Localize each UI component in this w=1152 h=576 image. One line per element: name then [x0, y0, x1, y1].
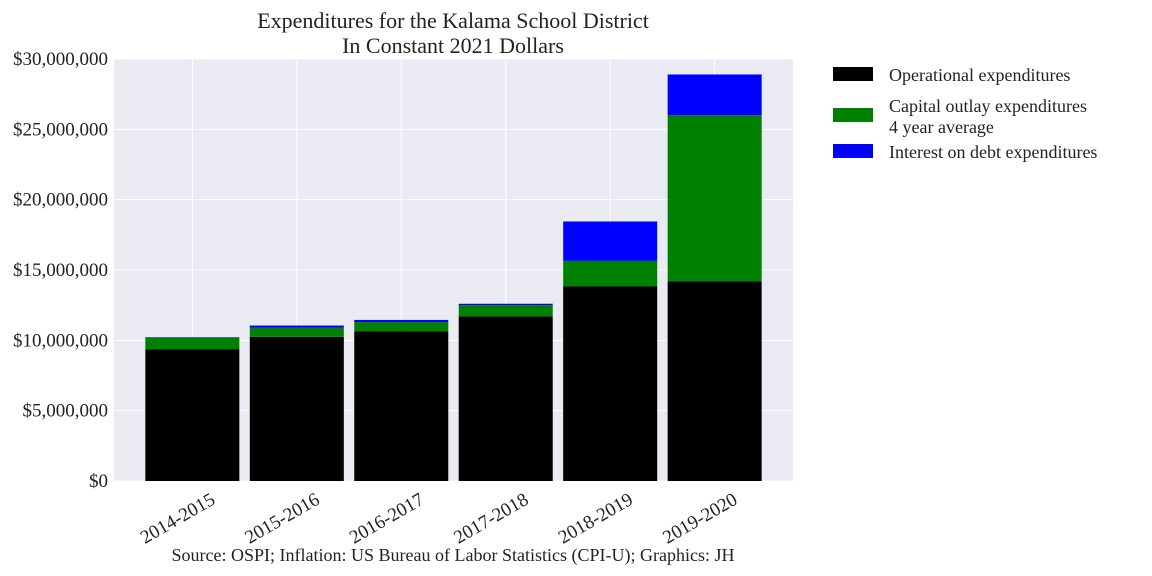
bar-2015-2016-series-0 [249, 336, 344, 481]
y-tick-label: $10,000,000 [13, 330, 108, 351]
bar-2019-2020-series-0 [667, 281, 762, 481]
source-note: Source: OSPI; Inflation: US Bureau of La… [172, 545, 735, 566]
bar-2014-2015-series-0 [145, 349, 240, 481]
x-tick-label: 2015-2016 [242, 489, 324, 548]
x-tick-label: 2016-2017 [346, 489, 428, 548]
y-tick-label: $5,000,000 [23, 401, 109, 422]
bar-2014-2015-series-1 [145, 337, 240, 350]
y-tick-label: $30,000,000 [13, 49, 108, 70]
y-tick-label: $25,000,000 [13, 119, 108, 140]
bars [145, 74, 762, 481]
bar-2018-2019-series-0 [563, 286, 658, 481]
bar-2019-2020-series-2 [667, 74, 762, 116]
chart-subtitle: In Constant 2021 Dollars [342, 33, 564, 58]
y-tick-label: $20,000,000 [13, 190, 108, 211]
bar-2017-2018-series-1 [458, 305, 553, 317]
y-axis-ticks: $0 $5,000,000 $10,000,000 $15,000,000 $20,00… [13, 49, 108, 492]
y-tick-label: $0 [89, 471, 108, 492]
x-tick-label: 2019-2020 [659, 489, 741, 548]
legend-swatch [833, 108, 873, 122]
bar-2016-2017-series-0 [354, 331, 449, 481]
bar-2018-2019-series-2 [563, 221, 658, 261]
legend-label: Capital outlay expenditures 4 year averag… [889, 96, 1087, 137]
legend-swatch [833, 144, 873, 158]
chart-title: Expenditures for the Kalama School Distr… [257, 8, 649, 33]
bar-2016-2017-series-1 [354, 322, 449, 332]
bar-2015-2016-series-1 [249, 327, 344, 337]
bar-2016-2017-series-2 [354, 319, 449, 323]
x-tick-label: 2017-2018 [450, 489, 532, 548]
legend-swatch [833, 67, 873, 81]
x-tick-label: 2014-2015 [137, 489, 219, 548]
bar-2018-2019-series-1 [563, 260, 658, 287]
legend-label: Interest on debt expenditures [889, 142, 1097, 162]
x-tick-label: 2018-2019 [555, 489, 637, 548]
bar-2015-2016-series-2 [249, 325, 344, 328]
x-axis-ticks: 2014-2015 2015-2016 2016-2017 2017-2018 2018… [137, 489, 741, 548]
y-tick-label: $15,000,000 [13, 260, 108, 281]
bar-2017-2018-series-0 [458, 316, 553, 481]
legend: Operational expenditures Capital outlay e… [833, 65, 1097, 162]
legend-label: Operational expenditures [889, 65, 1070, 85]
bar-2019-2020-series-1 [667, 115, 762, 282]
bar-2017-2018-series-2 [458, 303, 553, 306]
